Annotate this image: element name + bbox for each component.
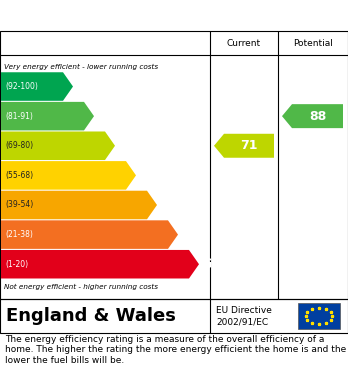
Text: Very energy efficient - lower running costs: Very energy efficient - lower running co… [4, 65, 158, 70]
Text: (81-91): (81-91) [5, 112, 33, 121]
Polygon shape [1, 161, 136, 190]
Text: G: G [200, 257, 211, 271]
Text: Current: Current [227, 39, 261, 48]
Text: (69-80): (69-80) [5, 141, 33, 150]
Polygon shape [1, 72, 73, 101]
Text: (92-100): (92-100) [5, 82, 38, 91]
Text: England & Wales: England & Wales [6, 307, 176, 325]
Text: The energy efficiency rating is a measure of the overall efficiency of a home. T: The energy efficiency rating is a measur… [5, 335, 347, 365]
Text: EU Directive: EU Directive [216, 305, 272, 314]
Text: 71: 71 [240, 139, 258, 152]
Text: D: D [137, 169, 149, 182]
Text: 88: 88 [309, 109, 326, 123]
Text: 2002/91/EC: 2002/91/EC [216, 318, 268, 327]
Text: Potential: Potential [293, 39, 333, 48]
Text: B: B [95, 109, 106, 123]
Polygon shape [1, 250, 199, 278]
Polygon shape [1, 131, 115, 160]
Text: (55-68): (55-68) [5, 171, 33, 180]
Polygon shape [214, 134, 274, 158]
Text: C: C [116, 139, 126, 153]
Polygon shape [282, 104, 343, 128]
Polygon shape [1, 191, 157, 219]
Text: (21-38): (21-38) [5, 230, 33, 239]
Text: (39-54): (39-54) [5, 201, 33, 210]
Text: F: F [179, 228, 189, 242]
Text: Energy Efficiency Rating: Energy Efficiency Rating [60, 7, 288, 25]
Polygon shape [1, 102, 94, 131]
Bar [298, 303, 340, 329]
Text: E: E [158, 198, 167, 212]
Text: A: A [74, 79, 85, 93]
Polygon shape [1, 221, 178, 249]
Text: Not energy efficient - higher running costs: Not energy efficient - higher running co… [4, 284, 158, 290]
Text: (1-20): (1-20) [5, 260, 28, 269]
